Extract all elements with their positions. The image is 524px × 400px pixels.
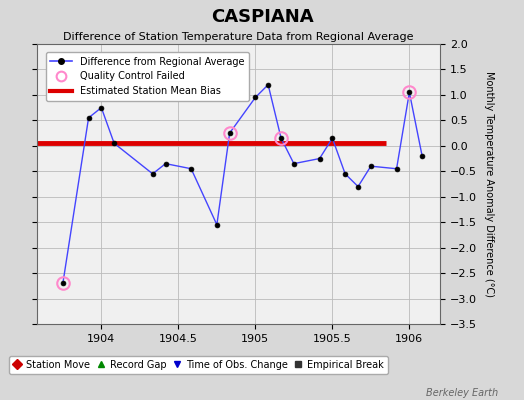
Legend: Station Move, Record Gap, Time of Obs. Change, Empirical Break: Station Move, Record Gap, Time of Obs. C… xyxy=(8,356,388,374)
Text: Berkeley Earth: Berkeley Earth xyxy=(425,388,498,398)
Text: CASPIANA: CASPIANA xyxy=(211,8,313,26)
Y-axis label: Monthly Temperature Anomaly Difference (°C): Monthly Temperature Anomaly Difference (… xyxy=(484,71,494,297)
Title: Difference of Station Temperature Data from Regional Average: Difference of Station Temperature Data f… xyxy=(63,32,413,42)
